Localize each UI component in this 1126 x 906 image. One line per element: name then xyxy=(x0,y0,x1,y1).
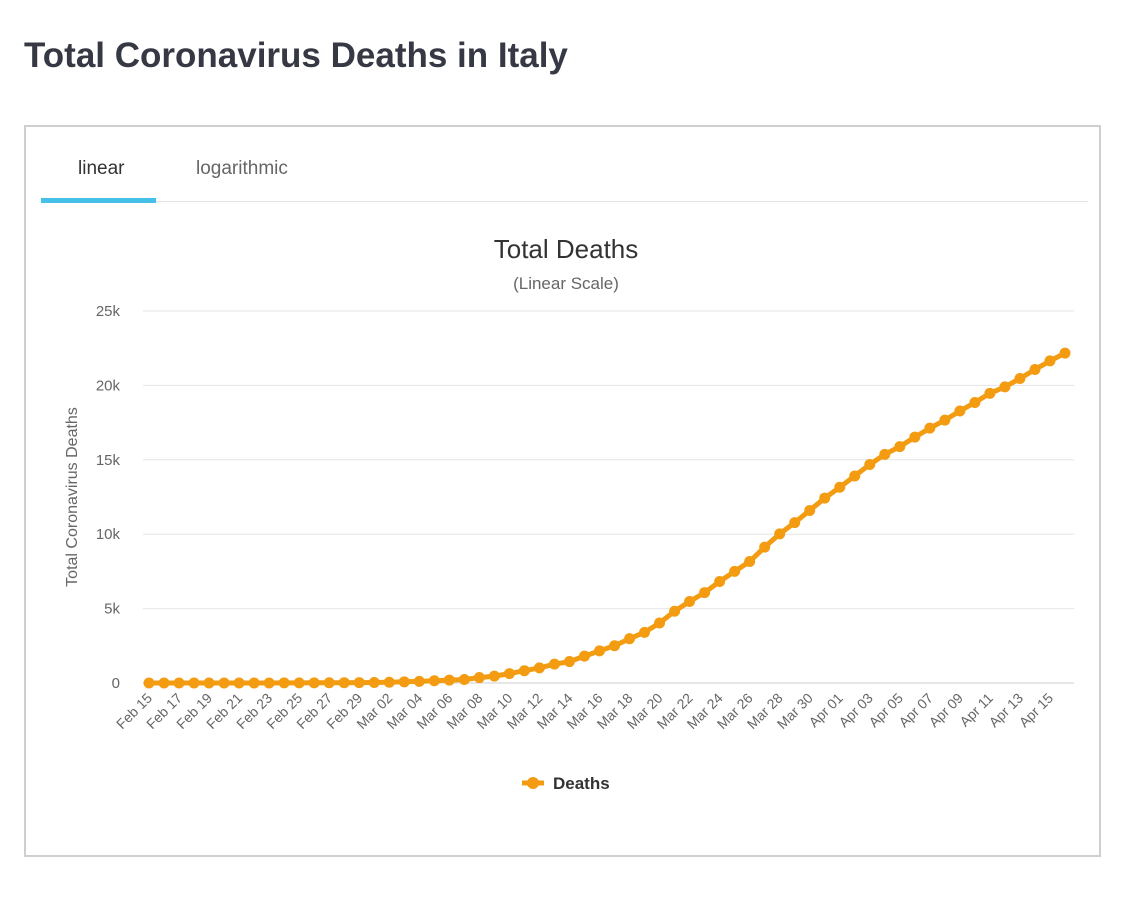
data-point[interactable] xyxy=(158,677,170,689)
data-point[interactable] xyxy=(263,677,275,689)
data-point[interactable] xyxy=(173,677,185,689)
scale-tabs: linear logarithmic xyxy=(41,127,1088,203)
data-point[interactable] xyxy=(323,677,335,689)
grid-lines xyxy=(143,310,1074,684)
x-tick-label: Apr 09 xyxy=(926,690,967,731)
data-point[interactable] xyxy=(699,587,711,599)
data-point[interactable] xyxy=(609,640,621,652)
data-point[interactable] xyxy=(563,656,575,668)
data-point[interactable] xyxy=(999,381,1011,393)
data-point[interactable] xyxy=(233,677,245,689)
data-point[interactable] xyxy=(774,528,786,540)
data-point[interactable] xyxy=(714,576,726,588)
data-point[interactable] xyxy=(969,397,981,409)
data-point[interactable] xyxy=(684,596,696,608)
data-point[interactable] xyxy=(368,676,380,688)
data-point[interactable] xyxy=(1014,372,1026,384)
data-point[interactable] xyxy=(879,448,891,460)
data-point[interactable] xyxy=(218,677,230,689)
chart-card: linear logarithmic Total Deaths (Linear … xyxy=(24,125,1101,857)
data-point[interactable] xyxy=(894,441,906,453)
data-point[interactable] xyxy=(804,505,816,517)
y-tick-label: 5k xyxy=(104,601,120,618)
y-axis-ticks: 0 5k 10k 15k 20k 25k xyxy=(96,303,121,692)
data-point[interactable] xyxy=(458,674,470,686)
x-tick-label: Apr 15 xyxy=(1016,690,1057,731)
data-point[interactable] xyxy=(488,670,500,682)
y-tick-label: 0 xyxy=(112,675,120,692)
data-point[interactable] xyxy=(819,492,831,504)
y-tick-label: 25k xyxy=(96,303,121,320)
data-point[interactable] xyxy=(669,605,681,617)
active-tab-indicator xyxy=(41,198,156,203)
data-point[interactable] xyxy=(759,541,771,553)
data-point[interactable] xyxy=(503,668,515,680)
data-point[interactable] xyxy=(789,517,801,529)
y-axis-label: Total Coronavirus Deaths xyxy=(64,407,81,587)
data-point[interactable] xyxy=(909,431,921,443)
data-point[interactable] xyxy=(729,565,741,577)
data-point[interactable] xyxy=(308,677,320,689)
data-point[interactable] xyxy=(744,556,756,568)
tab-logarithmic[interactable]: logarithmic xyxy=(196,158,288,179)
data-point[interactable] xyxy=(248,677,260,689)
data-point[interactable] xyxy=(1029,364,1041,376)
chart-svg: Total Deaths (Linear Scale) Total Corona… xyxy=(64,234,1074,793)
data-point[interactable] xyxy=(143,677,155,689)
data-point[interactable] xyxy=(533,662,545,674)
page-title: Total Coronavirus Deaths in Italy xyxy=(24,36,568,75)
legend-label-deaths: Deaths xyxy=(553,774,610,793)
data-point[interactable] xyxy=(654,617,666,629)
series-deaths xyxy=(143,347,1071,689)
data-point[interactable] xyxy=(639,626,651,638)
data-point[interactable] xyxy=(834,481,846,493)
data-point[interactable] xyxy=(578,650,590,662)
y-tick-label: 10k xyxy=(96,526,121,543)
data-point[interactable] xyxy=(188,677,200,689)
data-point[interactable] xyxy=(849,470,861,482)
data-point[interactable] xyxy=(353,677,365,689)
data-point[interactable] xyxy=(624,633,636,645)
data-point[interactable] xyxy=(518,665,530,677)
data-point[interactable] xyxy=(924,422,936,434)
series-line xyxy=(149,350,1067,686)
chart-title: Total Deaths xyxy=(494,234,639,264)
tab-linear[interactable]: linear xyxy=(78,158,125,179)
data-point[interactable] xyxy=(593,645,605,657)
data-point[interactable] xyxy=(473,672,485,684)
data-point[interactable] xyxy=(293,677,305,689)
data-point[interactable] xyxy=(203,677,215,689)
data-point[interactable] xyxy=(864,459,876,471)
y-tick-label: 15k xyxy=(96,452,121,469)
data-point[interactable] xyxy=(383,676,395,688)
data-point[interactable] xyxy=(428,675,440,687)
data-point[interactable] xyxy=(413,675,425,687)
legend[interactable]: Deaths xyxy=(522,774,610,793)
legend-marker-point xyxy=(527,777,539,789)
data-point[interactable] xyxy=(984,387,996,399)
chart-subtitle: (Linear Scale) xyxy=(513,274,619,293)
data-point[interactable] xyxy=(1044,355,1056,367)
data-point[interactable] xyxy=(443,674,455,686)
data-point[interactable] xyxy=(338,677,350,689)
data-point[interactable] xyxy=(1059,347,1071,359)
data-point[interactable] xyxy=(954,405,966,417)
data-point[interactable] xyxy=(548,658,560,670)
data-point[interactable] xyxy=(278,677,290,689)
data-point[interactable] xyxy=(939,414,951,426)
data-point[interactable] xyxy=(398,676,410,688)
y-tick-label: 20k xyxy=(96,377,121,394)
